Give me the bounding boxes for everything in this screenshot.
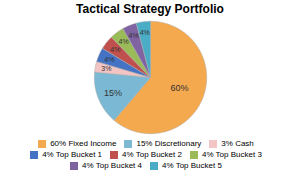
html-text:15% Discretionary: 15% Discretionary — [136, 139, 202, 148]
svg-text:4%: 4% — [110, 46, 120, 53]
svg-text:4%: 4% — [140, 29, 150, 36]
html-text:60% Fixed Income: 60% Fixed Income — [50, 139, 117, 148]
svg-text:15%: 15% — [104, 88, 122, 98]
html-text:4% Top Bucket 1: 4% Top Bucket 1 — [42, 150, 102, 159]
svg-text:4%: 4% — [129, 32, 139, 39]
svg-text:4%: 4% — [119, 38, 129, 45]
svg-text:3%: 3% — [101, 65, 111, 72]
html-text:4% Top Bucket 5: 4% Top Bucket 5 — [162, 161, 222, 170]
html-text:3% Cash: 3% Cash — [221, 139, 254, 148]
html-text:Tactical Strategy Portfolio: Tactical Strategy Portfolio — [76, 2, 224, 16]
html-text:4% Top Bucket 4: 4% Top Bucket 4 — [82, 161, 142, 170]
svg-text:60%: 60% — [170, 83, 188, 93]
html-text:4% Top Bucket 3: 4% Top Bucket 3 — [201, 150, 262, 159]
svg-text:4%: 4% — [104, 56, 114, 63]
html-text:4% Top Bucket 2: 4% Top Bucket 2 — [122, 150, 182, 159]
